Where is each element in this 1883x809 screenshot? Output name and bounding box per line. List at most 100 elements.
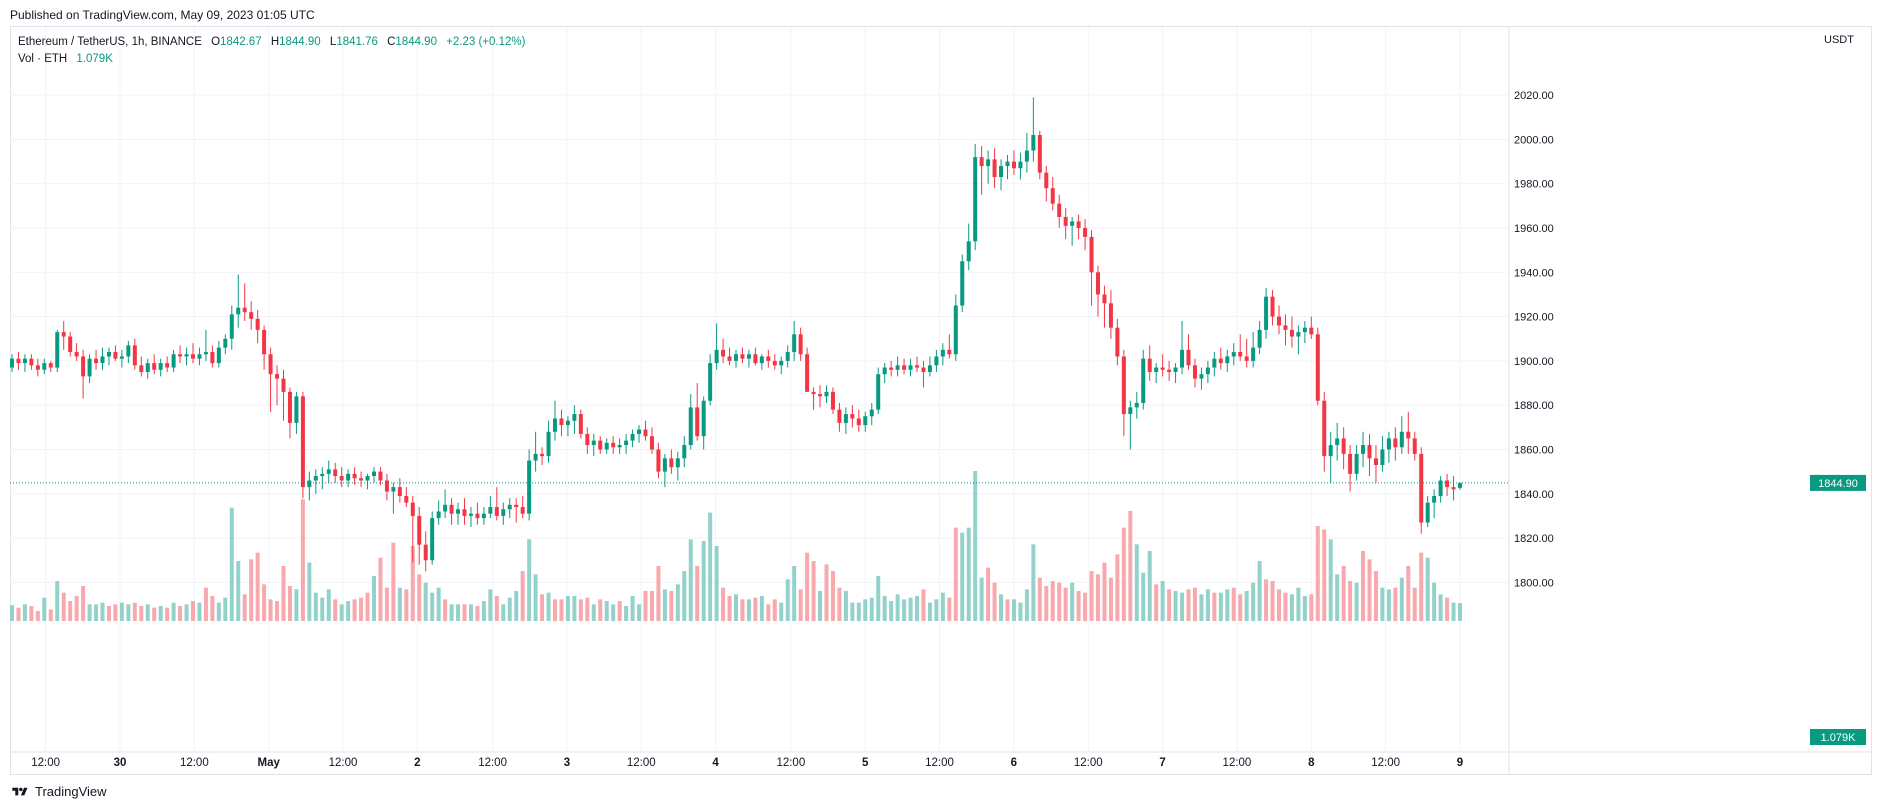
volume-bar	[87, 604, 92, 621]
candle	[1244, 338, 1249, 368]
candle	[242, 283, 247, 322]
volume-bar	[1147, 551, 1152, 621]
candle-body	[533, 453, 538, 461]
volume-value: 1.079K	[76, 53, 113, 65]
chart-frame	[10, 26, 1872, 775]
candle	[456, 502, 461, 525]
volume-bar	[449, 604, 454, 621]
symbol-label[interactable]: Ethereum / TetherUS, 1h, BINANCE	[18, 36, 202, 48]
candle-body	[889, 367, 894, 370]
volume-bar	[1154, 584, 1159, 621]
price-tick-label: 2020.00	[1514, 90, 1554, 102]
candle	[346, 469, 351, 488]
volume-bar	[262, 584, 267, 621]
candle-body	[1412, 438, 1417, 454]
price-tick-label: 1900.00	[1514, 356, 1554, 368]
volume-bar	[863, 599, 868, 621]
volume-bar	[1264, 579, 1269, 621]
candle	[1283, 314, 1288, 346]
candle-body	[456, 509, 461, 514]
candle	[1315, 327, 1320, 406]
volume-bar	[145, 604, 150, 621]
volume-bar	[113, 604, 118, 621]
candle	[578, 409, 583, 439]
candle	[514, 498, 519, 523]
candles	[9, 97, 1463, 572]
volume-bar	[29, 606, 34, 621]
volume-bar	[436, 587, 441, 621]
high-label: H	[270, 36, 280, 48]
volume-bar	[494, 596, 499, 621]
candle	[423, 531, 428, 572]
candle	[229, 305, 234, 350]
candle-body	[1057, 203, 1062, 217]
candle-body	[766, 356, 771, 361]
candle	[29, 354, 34, 370]
volume-bar	[766, 604, 771, 621]
candle	[1147, 345, 1152, 381]
candle	[973, 143, 978, 251]
candle-body	[940, 349, 945, 357]
candle	[1270, 290, 1275, 326]
candle-body	[1070, 221, 1075, 226]
candle	[35, 358, 40, 377]
candle-body	[656, 449, 661, 472]
candle	[1031, 97, 1036, 162]
candle-body	[1373, 458, 1378, 465]
candle	[494, 487, 499, 521]
volume-bar	[430, 592, 435, 621]
volume-bar	[856, 602, 861, 621]
volume-bar	[42, 597, 47, 621]
volume-bar	[591, 604, 596, 621]
candle	[1438, 476, 1443, 503]
candle-body	[643, 429, 648, 437]
volume-bar	[695, 566, 700, 621]
candle-body	[986, 159, 991, 167]
volume-bar	[475, 606, 480, 621]
volume-bar	[391, 542, 396, 621]
candle-body	[236, 307, 241, 315]
candle-body	[326, 469, 331, 474]
candle-body	[552, 418, 558, 432]
time-tick-label: 12:00	[1223, 757, 1252, 769]
candle	[630, 429, 635, 448]
published-caption: Published on TradingView.com, May 09, 20…	[10, 8, 315, 22]
candle	[986, 150, 991, 184]
candle-body	[1044, 172, 1049, 189]
volume-bar	[999, 594, 1004, 621]
candle-body	[617, 445, 622, 448]
candle-body	[165, 363, 170, 368]
volume-bar	[507, 597, 512, 621]
volume-bar	[1005, 599, 1010, 621]
volume-bar	[889, 601, 894, 621]
candle	[830, 387, 835, 415]
candle	[1309, 316, 1314, 339]
candle-body	[145, 363, 150, 372]
candle-body	[1380, 449, 1385, 465]
candle-body	[1264, 296, 1269, 330]
candle	[785, 345, 790, 368]
candle-body	[934, 356, 939, 366]
candle	[908, 358, 913, 377]
candle-body	[397, 487, 402, 496]
candle	[61, 321, 66, 350]
candle-body	[139, 365, 144, 372]
candle-body	[242, 307, 247, 313]
ohlc-row: Ethereum / TetherUS, 1h, BINANCE O1842.6…	[18, 34, 525, 51]
candle-body	[417, 515, 422, 545]
candle-body	[1147, 358, 1152, 372]
volume-bar	[921, 589, 926, 621]
candle-body	[1322, 400, 1327, 457]
candle	[1018, 152, 1023, 180]
time-tick-label: 12:00	[478, 757, 507, 769]
candle	[158, 358, 163, 377]
candle-body	[94, 358, 99, 364]
tradingview-logo[interactable]: TradingView	[10, 784, 107, 799]
candle-body	[223, 338, 228, 348]
volume-label[interactable]: Vol · ETH	[18, 53, 68, 65]
candle	[42, 358, 47, 375]
volume-bar	[669, 591, 674, 621]
candle	[1276, 305, 1282, 335]
volume-bar	[197, 602, 202, 621]
